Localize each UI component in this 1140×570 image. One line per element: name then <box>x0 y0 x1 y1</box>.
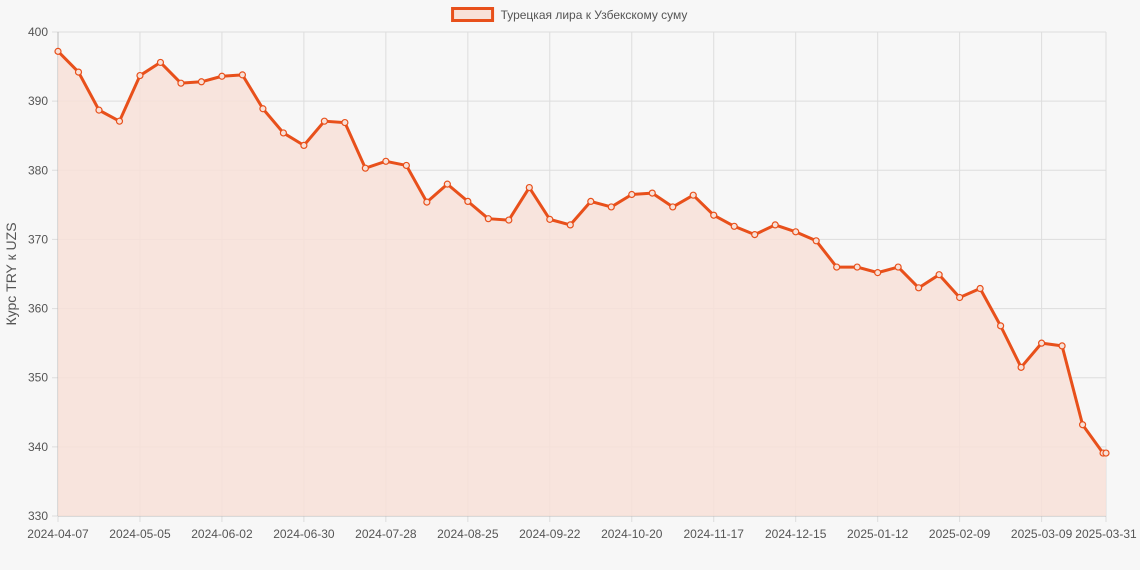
data-point <box>689 191 697 199</box>
x-tick-label: 2024-12-15 <box>765 527 827 541</box>
data-point <box>341 118 349 127</box>
data-point <box>587 197 595 205</box>
data-point <box>320 117 328 125</box>
data-point <box>402 161 410 170</box>
x-tick-label: 2024-06-02 <box>191 527 253 541</box>
y-tick-label: 370 <box>28 232 48 246</box>
series-area <box>58 51 1106 517</box>
data-point <box>95 106 103 114</box>
data-point <box>218 72 226 80</box>
y-tick-label: 330 <box>28 509 48 523</box>
data-point <box>976 284 984 293</box>
data-point <box>156 58 165 67</box>
y-tick-label: 380 <box>28 163 48 177</box>
data-point <box>628 190 636 199</box>
data-point <box>484 215 492 223</box>
data-point <box>710 211 718 219</box>
x-tick-label: 2024-11-17 <box>683 527 744 541</box>
x-tick-label: 2024-09-22 <box>519 527 581 541</box>
data-point <box>74 68 83 76</box>
x-tick-label: 2025-01-12 <box>847 527 909 541</box>
data-point <box>1017 363 1025 371</box>
y-tick-label: 340 <box>28 440 48 454</box>
y-axis-title: Курс TRY к UZS <box>3 222 19 325</box>
data-point <box>935 271 943 279</box>
data-point <box>1078 421 1087 429</box>
data-point <box>997 322 1005 330</box>
x-tick-label: 2024-08-25 <box>437 527 499 541</box>
data-point <box>853 263 861 271</box>
data-point <box>1102 449 1110 457</box>
data-point <box>361 164 369 172</box>
data-point <box>915 284 923 292</box>
data-point <box>115 117 124 125</box>
data-point <box>792 228 800 236</box>
x-tick-label: 2024-06-30 <box>273 527 335 541</box>
data-point <box>279 129 288 137</box>
data-point <box>1058 342 1066 350</box>
x-tick-label: 2025-03-31 <box>1075 527 1137 541</box>
data-point <box>833 263 841 271</box>
data-point <box>382 157 390 165</box>
data-point <box>730 222 738 230</box>
x-tick-label: 2025-03-09 <box>1011 527 1073 541</box>
y-tick-label: 400 <box>28 25 48 39</box>
data-point <box>956 293 964 302</box>
data-point <box>443 180 451 188</box>
data-point <box>505 216 513 224</box>
data-point <box>525 183 533 192</box>
data-point <box>136 71 144 80</box>
data-point <box>1037 339 1046 347</box>
data-point <box>751 230 759 239</box>
x-tick-label: 2024-10-20 <box>601 527 663 541</box>
x-tick-label: 2025-02-09 <box>929 527 991 541</box>
data-point <box>259 105 267 113</box>
legend-swatch[interactable] <box>451 7 495 22</box>
y-tick-label: 350 <box>28 371 48 385</box>
x-tick-label: 2024-07-28 <box>355 527 417 541</box>
legend-label: Турецкая лира к Узбекскому суму <box>501 8 688 22</box>
data-point <box>464 197 472 205</box>
x-tick-label: 2024-05-05 <box>109 527 171 541</box>
data-point <box>423 198 431 206</box>
data-point <box>607 203 615 211</box>
data-point <box>197 78 206 86</box>
data-point <box>669 203 677 211</box>
y-tick-label: 390 <box>28 94 48 108</box>
x-tick-label: 2024-04-07 <box>27 527 89 541</box>
data-point <box>894 263 902 271</box>
data-point <box>874 269 882 277</box>
data-point <box>566 221 574 229</box>
legend[interactable]: Турецкая лира к Узбекскому суму <box>451 7 688 22</box>
series <box>54 47 1110 517</box>
data-point <box>238 71 247 79</box>
data-point <box>177 79 185 87</box>
data-point <box>771 221 779 229</box>
data-point <box>546 215 554 223</box>
data-point <box>54 47 62 55</box>
data-point <box>648 189 656 197</box>
data-point <box>812 237 820 245</box>
data-point <box>300 141 308 149</box>
y-tick-label: 360 <box>28 302 48 316</box>
